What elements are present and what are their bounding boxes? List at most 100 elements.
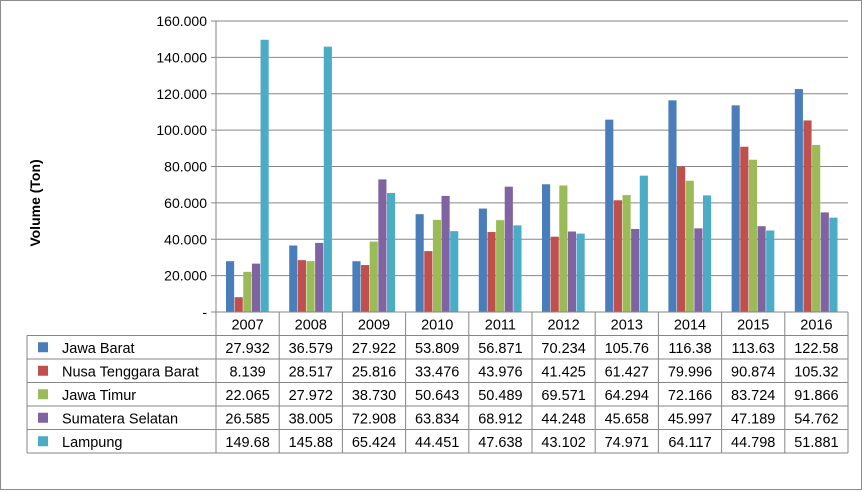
bar-sumatera-selatan-2013: [631, 228, 640, 312]
y-tick-label: 120.000: [156, 86, 207, 102]
data-label: 50.643: [415, 388, 459, 404]
data-label: 27.922: [352, 341, 396, 357]
data-label: 45.658: [605, 411, 649, 427]
bar-jawa-barat-2010: [415, 214, 424, 312]
data-label: 63.834: [415, 411, 459, 427]
x-tick-label: 2012: [547, 317, 579, 333]
legend-key: [38, 389, 48, 400]
bar-jawa-barat-2008: [289, 245, 298, 312]
data-table: 2007 2008 2009 2010 2011 2012 2013 2014 2015 2016…: [26, 311, 849, 454]
data-label: 50.489: [478, 388, 522, 404]
y-tick-label: 80.000: [164, 159, 207, 175]
bar-nusa-tenggara-barat-2008: [297, 260, 306, 312]
data-label: 113.63: [732, 341, 775, 357]
data-label: 33.476: [415, 364, 459, 380]
y-tick-label: 60.000: [164, 195, 207, 211]
data-label: 25.816: [352, 364, 396, 380]
data-label: 61.427: [605, 364, 649, 380]
data-label: 74.971: [605, 435, 649, 451]
bar-sumatera-selatan-2007: [251, 263, 261, 312]
bar-jawa-timur-2013: [622, 195, 631, 312]
bar-nusa-tenggara-barat-2013: [613, 200, 622, 312]
data-label: 47.638: [478, 435, 522, 451]
bar-lampung-2010: [450, 231, 459, 312]
data-label: 45.997: [668, 411, 712, 427]
x-tick-label: 2016: [800, 317, 832, 333]
bar-nusa-tenggara-barat-2015: [740, 146, 749, 312]
legend-entry: Jawa Barat: [62, 341, 135, 357]
data-label: 43.102: [541, 435, 585, 451]
data-label: 51.881: [794, 435, 838, 451]
bar-sumatera-selatan-2009: [378, 179, 387, 312]
bar-jawa-barat-2011: [478, 208, 487, 312]
data-label: 38.005: [289, 411, 333, 427]
bar-sumatera-selatan-2011: [504, 186, 513, 312]
data-label: 38.730: [352, 388, 396, 404]
data-label: 56.871: [478, 341, 522, 357]
bar-jawa-barat-2014: [668, 100, 677, 312]
data-label: 83.724: [731, 388, 775, 404]
data-label: 116.38: [668, 341, 711, 357]
bar-lampung-2014: [702, 195, 712, 312]
bar-nusa-tenggara-barat-2012: [550, 236, 559, 312]
bar-nusa-tenggara-barat-2014: [677, 166, 686, 312]
data-label: 72.166: [668, 388, 712, 404]
data-label: 70.234: [541, 341, 585, 357]
bar-sumatera-selatan-2016: [820, 212, 829, 312]
bar-lampung-2007: [260, 39, 269, 312]
data-label: 44.248: [541, 411, 585, 427]
bar-lampung-2008: [323, 46, 332, 312]
y-tick-label: 100.000: [156, 122, 207, 138]
data-label: 54.762: [794, 411, 838, 427]
bar-sumatera-selatan-2012: [567, 231, 577, 312]
bar-jawa-timur-2008: [306, 261, 315, 312]
bar-jawa-timur-2010: [432, 219, 442, 312]
bar-nusa-tenggara-barat-2011: [487, 232, 496, 312]
bar-jawa-timur-2016: [812, 144, 821, 312]
bar-nusa-tenggara-barat-2016: [803, 120, 812, 312]
data-label: 53.809: [415, 341, 459, 357]
bar-jawa-timur-2009: [369, 241, 378, 312]
bar-jawa-barat-2013: [605, 119, 614, 312]
data-label: 22.065: [225, 388, 269, 404]
bar-jawa-timur-2014: [685, 180, 694, 312]
bar-nusa-tenggara-barat-2010: [424, 251, 433, 312]
y-tick-label: 160.000: [156, 13, 207, 29]
x-tick-label: 2009: [358, 317, 390, 333]
x-tick-label: 2015: [737, 317, 769, 333]
y-tick-label: 140.000: [156, 49, 207, 65]
x-tick-label: 2013: [611, 317, 643, 333]
bar-sumatera-selatan-2015: [757, 226, 766, 312]
data-label: 8.139: [229, 364, 265, 380]
legend-entry: Jawa Timur: [62, 388, 136, 404]
legend-key: [38, 436, 48, 447]
data-label: 65.424: [352, 435, 396, 451]
bar-lampung-2011: [513, 225, 522, 312]
bar-lampung-2016: [829, 217, 838, 312]
y-tick-label: -: [202, 304, 207, 320]
x-tick-label: 2010: [421, 317, 453, 333]
data-label: 64.117: [668, 435, 711, 451]
data-label: 90.874: [731, 364, 775, 380]
legend-entry: Sumatera Selatan: [62, 411, 178, 427]
data-label: 41.425: [541, 364, 585, 380]
data-label: 149.68: [225, 435, 269, 451]
bar-lampung-2009: [386, 193, 396, 312]
legend-key: [38, 365, 48, 376]
bars: [226, 39, 838, 313]
y-axis-label: Volume (Ton): [27, 159, 43, 246]
bar-jawa-barat-2012: [542, 184, 551, 312]
data-label: 27.972: [289, 388, 333, 404]
bar-jawa-barat-2007: [226, 261, 235, 312]
bar-sumatera-selatan-2014: [694, 228, 703, 312]
data-label: 26.585: [225, 411, 269, 427]
data-label: 27.932: [225, 341, 269, 357]
data-label: 47.189: [731, 411, 775, 427]
data-label: 44.451: [415, 435, 459, 451]
data-label: 91.866: [794, 388, 838, 404]
data-label: 68.912: [478, 411, 522, 427]
x-tick-label: 2014: [674, 317, 706, 333]
bar-lampung-2013: [639, 175, 648, 312]
